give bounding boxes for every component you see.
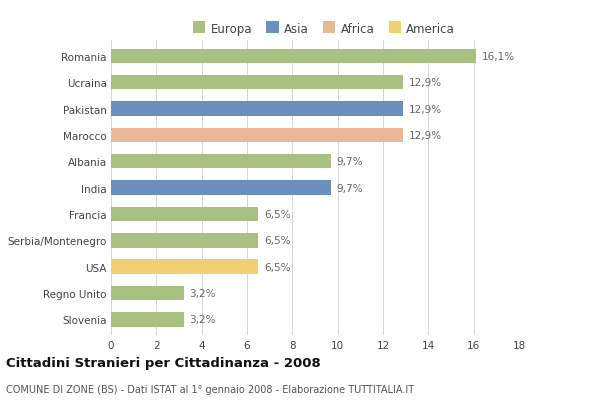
Bar <box>111 234 259 248</box>
Text: 9,7%: 9,7% <box>337 183 363 193</box>
Bar <box>111 207 259 222</box>
Bar <box>111 102 403 117</box>
Bar <box>111 286 184 301</box>
Text: 16,1%: 16,1% <box>482 52 515 62</box>
Text: 12,9%: 12,9% <box>409 130 442 141</box>
Text: 3,2%: 3,2% <box>189 315 216 325</box>
Text: Cittadini Stranieri per Cittadinanza - 2008: Cittadini Stranieri per Cittadinanza - 2… <box>6 356 321 369</box>
Text: COMUNE DI ZONE (BS) - Dati ISTAT al 1° gennaio 2008 - Elaborazione TUTTITALIA.IT: COMUNE DI ZONE (BS) - Dati ISTAT al 1° g… <box>6 384 414 394</box>
Bar <box>111 312 184 327</box>
Text: 6,5%: 6,5% <box>264 209 290 219</box>
Bar <box>111 155 331 169</box>
Bar <box>111 260 259 274</box>
Text: 12,9%: 12,9% <box>409 104 442 114</box>
Bar <box>111 76 403 90</box>
Bar <box>111 128 403 143</box>
Text: 12,9%: 12,9% <box>409 78 442 88</box>
Legend: Europa, Asia, Africa, America: Europa, Asia, Africa, America <box>188 18 460 40</box>
Text: 6,5%: 6,5% <box>264 236 290 246</box>
Text: 9,7%: 9,7% <box>337 157 363 167</box>
Text: 6,5%: 6,5% <box>264 262 290 272</box>
Bar <box>111 181 331 196</box>
Text: 3,2%: 3,2% <box>189 288 216 298</box>
Bar <box>111 49 476 64</box>
